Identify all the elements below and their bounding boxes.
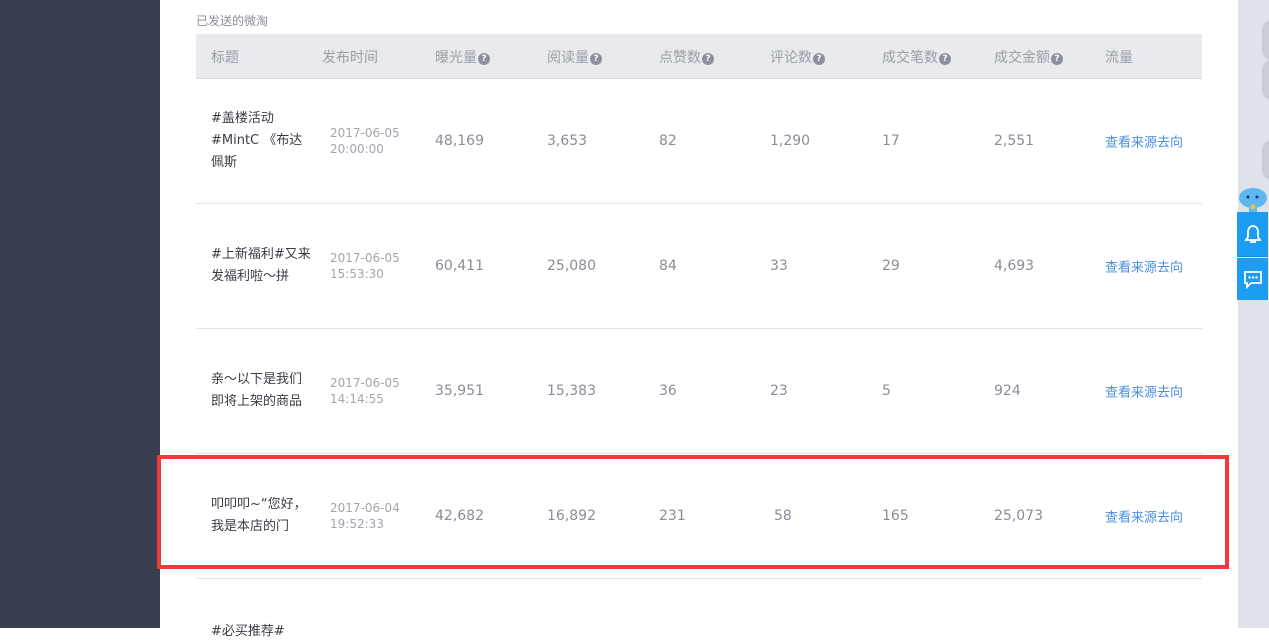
cell-amount: 2,551	[994, 133, 1035, 149]
right-scroll-strip	[1238, 0, 1269, 628]
col-exposure: 曝光量?	[435, 47, 490, 67]
cell-reads: 25,080	[547, 258, 596, 274]
cell-exposure: 60,411	[435, 258, 484, 274]
publish-time: 2017-06-04 19:52:33	[330, 500, 400, 532]
cell-orders: 5	[882, 383, 891, 399]
view-traffic-link[interactable]: 查看来源去向	[1105, 510, 1184, 526]
help-icon[interactable]: ?	[702, 53, 714, 65]
cell-likes: 84	[659, 258, 677, 274]
help-icon[interactable]: ?	[590, 53, 602, 65]
cell-reads: 3,653	[547, 133, 588, 149]
chat-icon	[1243, 271, 1262, 289]
table-row: #必买推荐#	[196, 579, 1202, 639]
cell-title: #必买推荐#	[211, 624, 285, 639]
cell-comments: 23	[770, 383, 788, 399]
help-icon[interactable]: ?	[813, 53, 825, 65]
cell-reads: 15,383	[547, 383, 596, 399]
publish-time: 2017-06-05 15:53:30	[330, 250, 400, 282]
cell-title: 叩叩叩~“您好，我是本店的门	[211, 497, 307, 534]
cell-orders: 17	[882, 133, 900, 149]
sidebar	[0, 0, 160, 628]
table-header: 标题 发布时间 曝光量? 阅读量? 点赞数? 评论数? 成交笔数? 成交金额? …	[196, 34, 1202, 79]
cell-title: #上新福利#又来发福利啦～拼	[211, 247, 311, 284]
cell-exposure: 42,682	[435, 508, 484, 524]
cell-likes: 36	[659, 383, 677, 399]
table-row: 叩叩叩~“您好，我是本店的门 2017-06-04 19:52:33 42,682 16…	[196, 454, 1202, 579]
cell-likes: 231	[659, 508, 686, 524]
chat-button[interactable]	[1237, 258, 1268, 300]
col-comments: 评论数?	[770, 47, 825, 67]
publish-date: 2017-06-05	[330, 126, 400, 140]
col-amount: 成交金额?	[994, 47, 1063, 67]
section-title: 已发送的微淘	[196, 14, 269, 28]
col-title: 标题	[211, 50, 239, 66]
cell-reads: 16,892	[547, 508, 596, 524]
cell-title: #盖楼活动#MintC 《布达佩斯	[211, 111, 303, 170]
cell-exposure: 48,169	[435, 133, 484, 149]
publish-time: 2017-06-05 14:14:55	[330, 375, 400, 407]
help-icon[interactable]: ?	[939, 53, 951, 65]
side-tab[interactable]	[1262, 60, 1269, 100]
publish-clock: 20:00:00	[330, 142, 384, 156]
cell-comments: 58	[774, 508, 792, 524]
cell-comments: 33	[770, 258, 788, 274]
cell-amount: 4,693	[994, 258, 1035, 274]
col-likes: 点赞数?	[659, 47, 714, 67]
col-orders: 成交笔数?	[882, 47, 951, 67]
col-publish-time: 发布时间	[322, 50, 378, 66]
publish-date: 2017-06-05	[330, 251, 400, 265]
publish-date: 2017-06-04	[330, 501, 400, 515]
view-traffic-link[interactable]: 查看来源去向	[1105, 135, 1184, 151]
cell-title: 亲～以下是我们即将上架的商品	[211, 372, 303, 409]
publish-date: 2017-06-05	[330, 376, 400, 390]
publish-clock: 14:14:55	[330, 392, 384, 406]
table-row: #盖楼活动#MintC 《布达佩斯 2017-06-05 20:00:00 48,16…	[196, 79, 1202, 204]
help-icon[interactable]: ?	[1051, 53, 1063, 65]
cell-amount: 25,073	[994, 508, 1043, 524]
cell-likes: 82	[659, 133, 677, 149]
table-row: #上新福利#又来发福利啦～拼 2017-06-05 15:53:30 60,411 25…	[196, 204, 1202, 329]
cell-orders: 29	[882, 258, 900, 274]
col-reads: 阅读量?	[547, 47, 602, 67]
cell-exposure: 35,951	[435, 383, 484, 399]
view-traffic-link[interactable]: 查看来源去向	[1105, 385, 1184, 401]
side-tab[interactable]	[1262, 20, 1269, 60]
posts-table: 标题 发布时间 曝光量? 阅读量? 点赞数? 评论数? 成交笔数? 成交金额? …	[196, 34, 1202, 639]
help-icon[interactable]: ?	[478, 53, 490, 65]
publish-clock: 15:53:30	[330, 267, 384, 281]
view-traffic-link[interactable]: 查看来源去向	[1105, 260, 1184, 276]
table-row: 亲～以下是我们即将上架的商品 2017-06-05 14:14:55 35,951 15…	[196, 329, 1202, 454]
publish-clock: 19:52:33	[330, 517, 384, 531]
col-traffic: 流量	[1105, 50, 1133, 66]
side-tab[interactable]	[1262, 140, 1269, 180]
cell-orders: 165	[882, 508, 909, 524]
cell-comments: 1,290	[770, 133, 811, 149]
notification-button[interactable]	[1237, 212, 1268, 257]
cell-amount: 924	[994, 383, 1021, 399]
publish-time: 2017-06-05 20:00:00	[330, 125, 400, 157]
mascot-icon[interactable]	[1237, 186, 1269, 214]
bell-icon	[1243, 225, 1262, 243]
